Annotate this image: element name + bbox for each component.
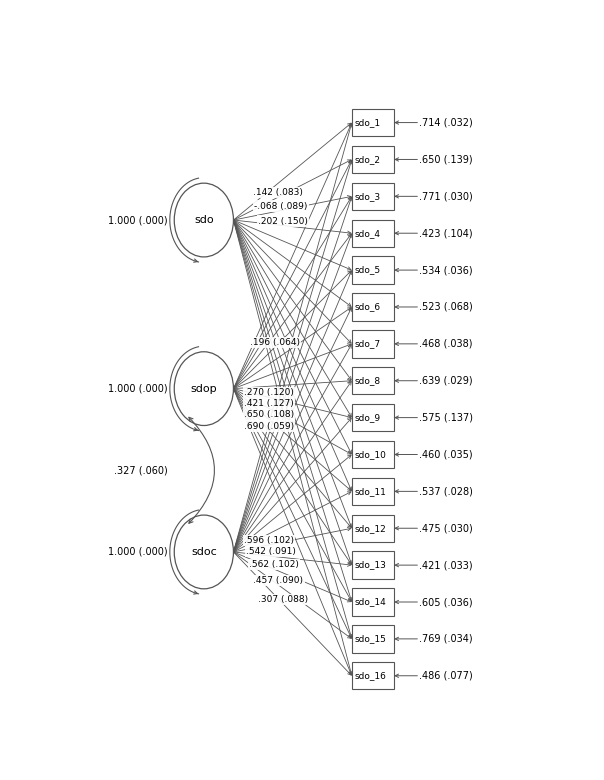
Bar	[352, 441, 394, 468]
Bar	[352, 293, 394, 321]
Text: sdo_4: sdo_4	[355, 229, 381, 238]
Text: .196 (.064): .196 (.064)	[250, 339, 300, 347]
Bar	[352, 109, 394, 136]
Bar	[352, 477, 394, 505]
Text: sdo_15: sdo_15	[355, 634, 386, 644]
Text: .307 (.088): .307 (.088)	[258, 595, 308, 604]
Text: .650 (.108): .650 (.108)	[244, 410, 294, 420]
Bar	[352, 330, 394, 357]
Text: sdo_8: sdo_8	[355, 376, 381, 385]
Text: sdo_11: sdo_11	[355, 487, 386, 496]
Text: .523 (.068): .523 (.068)	[420, 302, 473, 312]
Text: .714 (.032): .714 (.032)	[420, 118, 473, 128]
Text: sdo_7: sdo_7	[355, 339, 381, 349]
Text: .421 (.033): .421 (.033)	[420, 560, 473, 570]
Text: .468 (.038): .468 (.038)	[420, 339, 473, 349]
Bar	[352, 662, 394, 690]
Text: .475 (.030): .475 (.030)	[420, 523, 473, 534]
Text: .460 (.035): .460 (.035)	[420, 449, 473, 459]
Text: sdo_14: sdo_14	[355, 597, 386, 607]
Text: .537 (.028): .537 (.028)	[420, 487, 474, 496]
Text: .650 (.139): .650 (.139)	[420, 154, 473, 165]
Text: .690 (.059): .690 (.059)	[244, 421, 294, 431]
Text: sdo_13: sdo_13	[355, 561, 386, 569]
Bar	[352, 626, 394, 653]
Text: 1.000 (.000): 1.000 (.000)	[108, 215, 168, 225]
Text: .639 (.029): .639 (.029)	[420, 376, 473, 386]
Text: .270 (.120): .270 (.120)	[244, 388, 294, 397]
Text: .769 (.034): .769 (.034)	[420, 634, 473, 644]
Text: 1.000 (.000): 1.000 (.000)	[108, 547, 168, 557]
Bar	[352, 219, 394, 247]
Text: 1.000 (.000): 1.000 (.000)	[108, 384, 168, 394]
Text: .202 (.150): .202 (.150)	[259, 217, 308, 225]
Text: .562 (.102): .562 (.102)	[249, 560, 298, 569]
Text: .423 (.104): .423 (.104)	[420, 229, 473, 238]
Bar	[352, 588, 394, 615]
Text: sdo_6: sdo_6	[355, 303, 381, 311]
Text: .596 (.102): .596 (.102)	[244, 536, 294, 545]
Text: sdo_10: sdo_10	[355, 450, 386, 459]
Text: sdo: sdo	[194, 215, 214, 225]
Text: sdop: sdop	[190, 384, 217, 394]
Bar	[352, 515, 394, 542]
Text: .542 (.091): .542 (.091)	[246, 547, 297, 556]
Text: sdo_5: sdo_5	[355, 266, 381, 275]
Text: .142 (.083): .142 (.083)	[254, 188, 303, 197]
Text: .575 (.137): .575 (.137)	[420, 413, 474, 423]
Text: sdo_2: sdo_2	[355, 155, 381, 164]
Text: sdo_3: sdo_3	[355, 192, 381, 200]
Bar	[352, 183, 394, 210]
Bar	[352, 404, 394, 431]
Text: .771 (.030): .771 (.030)	[420, 191, 473, 201]
Text: sdo_12: sdo_12	[355, 523, 386, 533]
Bar	[352, 146, 394, 173]
Text: sdo_9: sdo_9	[355, 413, 381, 422]
Bar	[352, 551, 394, 579]
Text: sdoc: sdoc	[191, 547, 217, 557]
Text: sdo_1: sdo_1	[355, 118, 381, 127]
Bar	[352, 257, 394, 284]
Text: sdo_16: sdo_16	[355, 672, 386, 680]
Text: .534 (.036): .534 (.036)	[420, 265, 473, 275]
Text: .605 (.036): .605 (.036)	[420, 597, 473, 607]
Text: .457 (.090): .457 (.090)	[254, 576, 303, 585]
Text: .421 (.127): .421 (.127)	[244, 399, 294, 409]
Bar	[352, 367, 394, 395]
Text: .486 (.077): .486 (.077)	[420, 671, 473, 681]
Text: -.068 (.089): -.068 (.089)	[254, 201, 307, 211]
Text: .327 (.060): .327 (.060)	[114, 466, 167, 475]
